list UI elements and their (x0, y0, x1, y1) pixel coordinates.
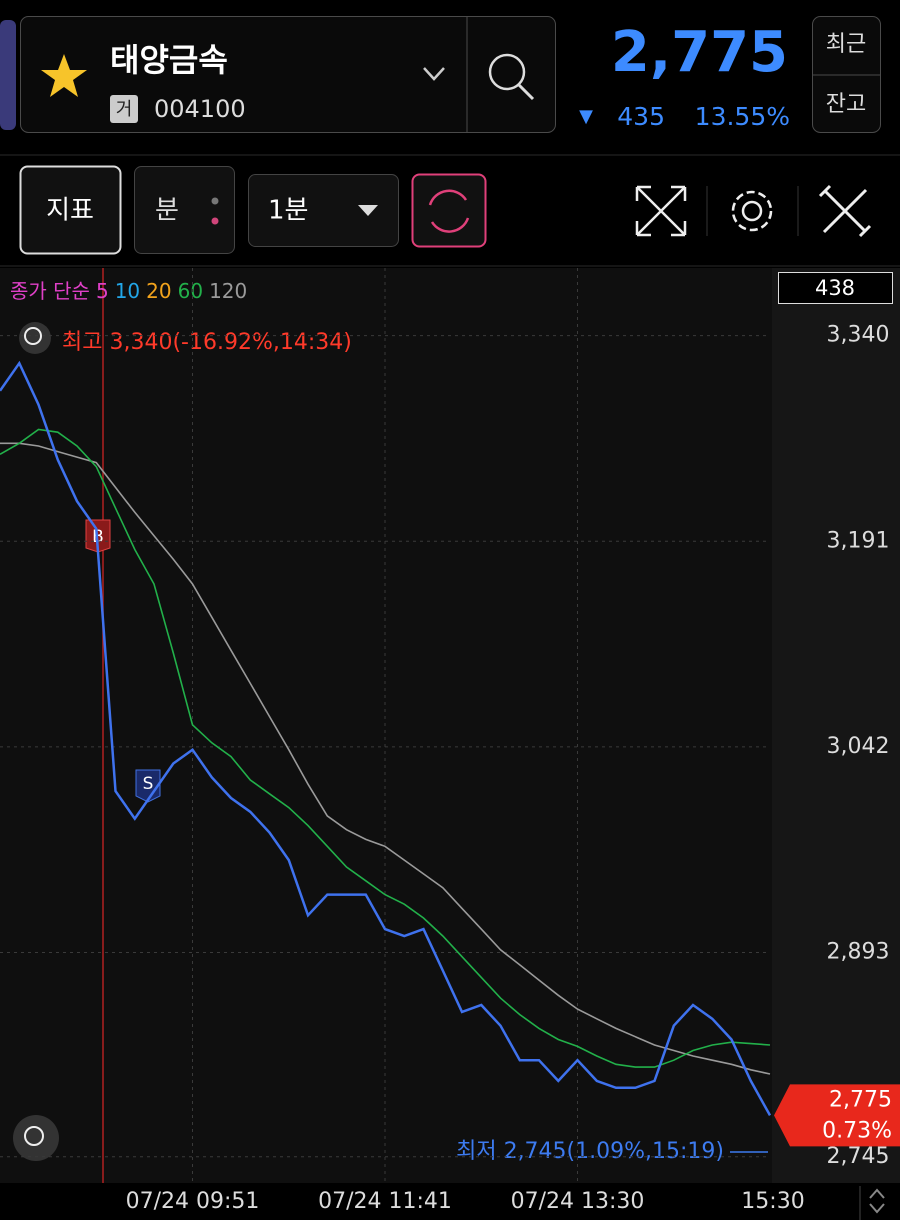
market-badge (110, 95, 138, 123)
dot (211, 217, 219, 225)
low-label: 최저 2,745(1.09%,15:19) (456, 1139, 724, 1164)
change-rate: 13.55% (695, 102, 790, 131)
indicator-text: 종가 단순 5 10 20 60 120 (10, 279, 247, 303)
y-tick-label: 3,191 (827, 528, 890, 553)
interval-label: 1분 (268, 196, 308, 226)
y-tick-label: 2,745 (827, 1144, 890, 1169)
dot (211, 197, 219, 205)
line-layer (0, 360, 772, 1117)
high-label: 최고 3,340(-16.92%,14:34) (62, 330, 352, 355)
balance-button[interactable]: 잔고 (826, 92, 866, 117)
plot-area (0, 268, 772, 1183)
refresh-icon (428, 189, 470, 233)
zoom-out-button[interactable] (13, 1115, 59, 1161)
interval-select[interactable] (248, 174, 399, 247)
y-tick-label: 3,340 (827, 323, 890, 348)
sell-marker (135, 769, 161, 803)
refresh-button[interactable] (411, 173, 487, 248)
period-type-label: 분 (155, 196, 179, 226)
market: 거 (116, 99, 133, 120)
price: 2,775 (611, 20, 788, 85)
x-tick-label: 15:30 (741, 1189, 804, 1214)
indicator-label: 5 (96, 279, 109, 303)
search-icon[interactable] (488, 53, 526, 91)
change-sign: ▼ (579, 106, 593, 127)
current-price-tag (774, 1084, 900, 1147)
side-tab[interactable] (0, 20, 16, 130)
y-tick-label: 3,042 (827, 734, 890, 759)
fullscreen-icon[interactable] (635, 185, 687, 237)
tools-icon[interactable] (818, 184, 872, 238)
stock-name: 태양금속 (110, 41, 228, 79)
settings-icon[interactable] (741, 200, 763, 222)
indicator-label: 지표 (46, 196, 94, 226)
current-price: 2,775 (829, 1087, 892, 1112)
change: 435 (617, 102, 665, 131)
x-tick-label: 07/24 13:30 (511, 1189, 645, 1214)
indicator-label: 종가 단순 (10, 279, 90, 303)
sell-marker-label: S (143, 774, 154, 794)
series-line (0, 442, 771, 1075)
zoom-in-icon (24, 327, 42, 345)
zoom-out-icon (24, 1126, 44, 1146)
indicator-label: 10 (115, 279, 140, 303)
indicator-legend: 종가 단순 5 10 20 60 120 (10, 279, 247, 303)
scroll-icon[interactable] (869, 1188, 885, 1214)
current-rate: 0.73% (822, 1118, 892, 1143)
x-tick-label: 07/24 09:51 (126, 1189, 260, 1214)
stock-selector[interactable] (20, 16, 556, 133)
zoom-in-button[interactable] (19, 322, 51, 354)
y-tick-label: 2,893 (827, 940, 890, 965)
dropdown-icon (358, 205, 378, 216)
indicator-label: 120 (209, 279, 247, 303)
stock-code: 004100 (154, 95, 246, 123)
x-tick-label: 07/24 11:41 (318, 1189, 452, 1214)
indicator-button[interactable] (19, 165, 122, 255)
axis-area (772, 268, 900, 1183)
volume-box (778, 272, 893, 304)
series-line (0, 428, 771, 1068)
volume-value: 438 (815, 276, 855, 300)
dropdown-icon[interactable] (423, 67, 445, 81)
series-line (0, 360, 772, 1117)
indicator-label: 20 (146, 279, 171, 303)
recent-button[interactable]: 최근 (826, 32, 866, 57)
favorite-star[interactable] (41, 54, 87, 97)
period-type-button[interactable] (134, 166, 235, 254)
indicator-label: 60 (178, 279, 203, 303)
settings-icon (731, 190, 773, 232)
search-icon (517, 83, 535, 101)
